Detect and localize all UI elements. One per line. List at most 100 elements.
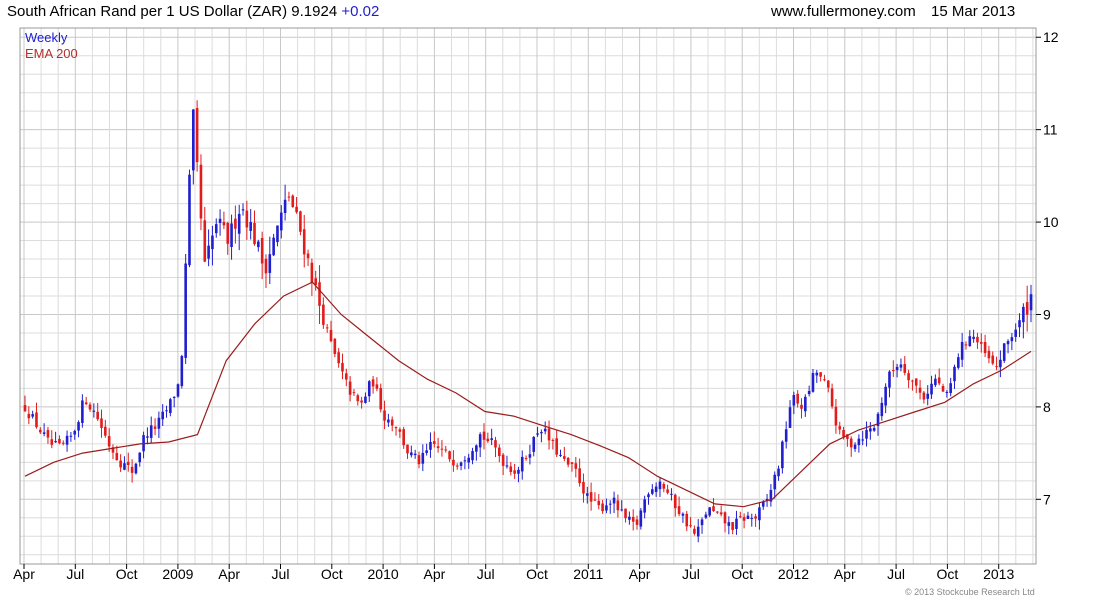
x-tick-label: Jul: [272, 566, 290, 582]
candle-body: [937, 377, 941, 384]
candle-body: [964, 344, 968, 346]
candle-body: [830, 388, 834, 407]
candle-body: [654, 486, 658, 492]
candle-body: [551, 440, 555, 442]
candle-body: [869, 428, 872, 432]
candle-body: [425, 450, 428, 453]
candle-body: [176, 384, 180, 397]
candle-body: [987, 350, 991, 359]
candle-body: [834, 406, 838, 426]
candle-body: [310, 262, 314, 284]
candle-body: [968, 336, 972, 347]
candle-body: [279, 212, 283, 231]
y-tick-label: 7: [1043, 491, 1051, 507]
chart-date: 15 Mar 2013: [931, 3, 1016, 20]
candle-body: [494, 440, 497, 448]
candle-body: [234, 218, 237, 229]
candle-body: [1002, 343, 1006, 361]
x-tick-label: 2012: [778, 566, 809, 582]
candle-body: [394, 426, 398, 429]
candle-body: [264, 258, 268, 274]
candle-body: [976, 336, 979, 343]
candle-body: [658, 481, 662, 490]
candle-body: [555, 438, 558, 455]
candle-body: [605, 505, 608, 511]
candle-body: [478, 434, 482, 448]
x-tick-label: Apr: [424, 566, 446, 582]
candle-body: [689, 525, 692, 527]
candle-body: [991, 355, 995, 364]
candle-body: [949, 383, 952, 394]
candle-body: [826, 380, 830, 388]
candle-body: [838, 426, 842, 430]
candle-body: [272, 237, 275, 256]
candle-body: [685, 513, 689, 527]
candle-body: [283, 199, 287, 214]
candle-body: [528, 454, 532, 458]
candle-body: [547, 428, 551, 441]
candle-body: [639, 510, 643, 527]
candle-body: [589, 492, 593, 502]
candle-body: [65, 435, 69, 445]
candle-body: [287, 196, 291, 198]
candle-body: [444, 449, 448, 451]
candle-body: [842, 430, 845, 437]
candle-body: [696, 526, 700, 537]
candle-body: [796, 393, 799, 404]
candle-body: [77, 422, 80, 431]
candle-body: [670, 493, 673, 495]
candle-body: [804, 396, 807, 412]
candle-body: [490, 438, 493, 440]
candle-body: [402, 429, 405, 446]
candle-body: [719, 512, 723, 515]
candle-body: [333, 338, 337, 354]
candle-body: [823, 379, 826, 381]
candle-body: [211, 235, 214, 250]
candle-body: [306, 253, 310, 259]
candle-body: [92, 410, 96, 412]
candle-body: [180, 356, 184, 387]
candle-body: [608, 503, 612, 505]
candle-body: [532, 436, 536, 452]
candle-body: [540, 432, 543, 434]
candle-body: [865, 429, 868, 439]
candle-body: [482, 431, 486, 440]
x-tick-label: Jul: [477, 566, 495, 582]
chart-legend: Weekly EMA 200: [25, 30, 78, 62]
candle-body: [616, 500, 620, 511]
candle-body: [926, 393, 930, 399]
candle-body: [635, 519, 639, 525]
candle-body: [520, 456, 524, 472]
candle-body: [597, 500, 601, 506]
candle-body: [169, 399, 172, 414]
candle-body: [84, 402, 88, 405]
candle-body: [100, 418, 103, 428]
candle-body: [1010, 337, 1014, 342]
candle-body: [735, 518, 738, 529]
grid-lines: [20, 28, 1036, 564]
candle-body: [800, 404, 803, 409]
candle-body: [742, 517, 746, 521]
site-link[interactable]: www.fullermoney.com: [771, 3, 916, 20]
candle-body: [880, 402, 884, 417]
candle-body: [96, 411, 99, 420]
candle-body: [268, 254, 272, 273]
candle-body: [738, 516, 742, 518]
x-tick-label: Jul: [682, 566, 700, 582]
candle-body: [257, 241, 260, 248]
candle-body: [406, 444, 409, 454]
candle-body: [934, 378, 937, 386]
candle-body: [930, 383, 933, 395]
candle-body: [126, 461, 130, 465]
copyright-notice: © 2013 Stockcube Research Ltd: [905, 587, 1035, 597]
x-tick-label: 2011: [573, 566, 603, 582]
candle-body: [628, 516, 631, 520]
candle-body: [54, 441, 57, 443]
candle-body: [593, 499, 597, 501]
candle-body: [463, 460, 467, 462]
candle-body: [769, 489, 773, 502]
candle-body: [218, 218, 222, 223]
candle-body: [459, 462, 463, 466]
candle-body: [612, 497, 616, 504]
candle-body: [398, 429, 402, 432]
